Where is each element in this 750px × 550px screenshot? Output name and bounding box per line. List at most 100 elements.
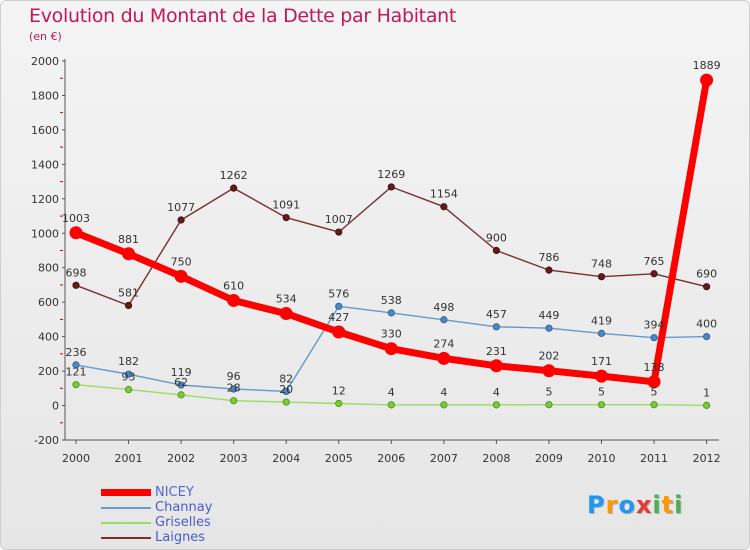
data-point-nicey — [595, 369, 608, 383]
logo-letter: x — [635, 491, 653, 519]
data-label-nicey: 274 — [433, 337, 454, 350]
data-point-nicey — [700, 73, 714, 87]
y-tick-label: 800 — [38, 262, 59, 275]
x-tick-label: 2011 — [640, 452, 668, 465]
data-label-channay: 236 — [66, 346, 87, 359]
data-label-nicey: 750 — [171, 255, 192, 268]
y-tick-label: 0 — [52, 400, 59, 413]
legend-item: NICEY — [101, 485, 212, 500]
data-point-nicey — [384, 342, 398, 356]
data-point-laignes — [335, 228, 343, 236]
data-label-griselles: 93 — [122, 371, 136, 384]
data-label-channay: 82 — [279, 372, 293, 385]
data-label-griselles: 4 — [440, 386, 447, 399]
y-tick-label: 600 — [38, 296, 59, 309]
y-tick-label: 200 — [38, 365, 59, 378]
data-label-nicey: 427 — [328, 311, 349, 324]
x-tick-label: 2010 — [588, 452, 616, 465]
data-label-griselles: 20 — [279, 383, 293, 396]
data-point-channay — [387, 309, 395, 317]
data-label-laignes: 786 — [538, 251, 559, 264]
legend-swatch — [101, 536, 151, 539]
legend-item: Griselles — [101, 515, 212, 530]
data-point-channay — [282, 387, 290, 396]
data-label-nicey: 171 — [591, 355, 612, 368]
data-label-laignes: 1007 — [325, 213, 353, 226]
y-tick-label: 1800 — [31, 89, 59, 102]
data-label-griselles: 5 — [545, 386, 552, 399]
data-label-nicey: 610 — [223, 279, 244, 292]
data-label-griselles: 1 — [703, 386, 710, 399]
legend-label: NICEY — [155, 485, 194, 500]
y-tick-label: -200 — [34, 434, 59, 447]
data-label-griselles: 4 — [388, 386, 395, 399]
data-point-griselles — [702, 401, 711, 409]
data-point-laignes — [387, 183, 395, 191]
data-point-laignes — [650, 270, 658, 278]
data-label-channay: 576 — [328, 287, 349, 300]
data-label-laignes: 900 — [486, 232, 507, 245]
data-label-nicey: 881 — [118, 233, 139, 246]
data-label-nicey: 1889 — [693, 59, 721, 72]
legend-label: Channay — [155, 500, 213, 515]
chart-legend: NICEY Channay Griselles Laignes — [101, 485, 212, 545]
data-label-nicey: 231 — [486, 345, 507, 358]
data-label-channay: 449 — [538, 309, 559, 322]
data-point-nicey — [542, 364, 556, 378]
x-tick-label: 2003 — [220, 452, 248, 465]
data-label-griselles: 28 — [227, 382, 241, 395]
data-label-laignes: 690 — [696, 268, 717, 281]
data-label-laignes: 1269 — [377, 168, 405, 181]
data-label-laignes: 748 — [591, 258, 612, 271]
data-point-channay — [230, 385, 238, 393]
data-label-channay: 119 — [171, 366, 192, 379]
logo-letter: o — [618, 491, 636, 519]
data-point-nicey — [489, 359, 503, 373]
data-label-laignes: 765 — [644, 255, 665, 268]
x-tick-label: 2000 — [62, 452, 90, 465]
data-label-nicey: 202 — [538, 350, 559, 363]
data-point-nicey — [279, 307, 293, 321]
data-point-nicey — [437, 351, 451, 365]
data-label-channay: 419 — [591, 314, 612, 327]
data-label-laignes: 1154 — [430, 188, 458, 201]
data-label-griselles: 4 — [493, 386, 500, 399]
data-label-griselles: 5 — [651, 386, 658, 399]
data-point-griselles — [230, 397, 238, 405]
data-point-nicey — [122, 247, 136, 261]
data-point-channay — [650, 334, 658, 342]
data-point-nicey — [69, 226, 83, 240]
data-label-griselles: 12 — [332, 384, 346, 397]
x-tick-label: 2009 — [535, 452, 563, 465]
data-label-griselles: 62 — [174, 376, 188, 389]
data-point-nicey — [227, 293, 241, 307]
data-point-griselles — [440, 401, 448, 409]
data-label-nicey: 330 — [381, 328, 402, 341]
data-point-laignes — [492, 246, 500, 255]
logo-letter: r — [605, 491, 619, 519]
data-point-griselles — [335, 399, 343, 408]
data-point-channay — [440, 316, 448, 324]
data-point-nicey — [332, 325, 346, 339]
data-point-channay — [545, 324, 553, 332]
data-label-channay: 182 — [118, 355, 139, 368]
data-label-laignes: 581 — [118, 286, 139, 299]
x-tick-label: 2002 — [167, 452, 195, 465]
data-point-griselles — [650, 401, 658, 409]
x-tick-label: 2001 — [115, 452, 143, 465]
y-tick-label: 1600 — [31, 124, 59, 137]
legend-item: Channay — [101, 500, 212, 515]
data-label-channay: 400 — [696, 318, 717, 331]
y-tick-label: 1200 — [31, 193, 59, 206]
data-label-nicey: 1003 — [62, 212, 90, 225]
data-point-laignes — [702, 283, 711, 291]
data-label-channay: 96 — [227, 370, 241, 383]
data-point-griselles — [282, 398, 290, 406]
data-point-laignes — [230, 184, 238, 192]
data-label-channay: 394 — [644, 319, 665, 332]
x-tick-label: 2007 — [430, 452, 458, 465]
data-label-laignes: 1091 — [272, 199, 300, 212]
x-tick-label: 2004 — [272, 452, 300, 465]
legend-swatch — [101, 489, 151, 496]
